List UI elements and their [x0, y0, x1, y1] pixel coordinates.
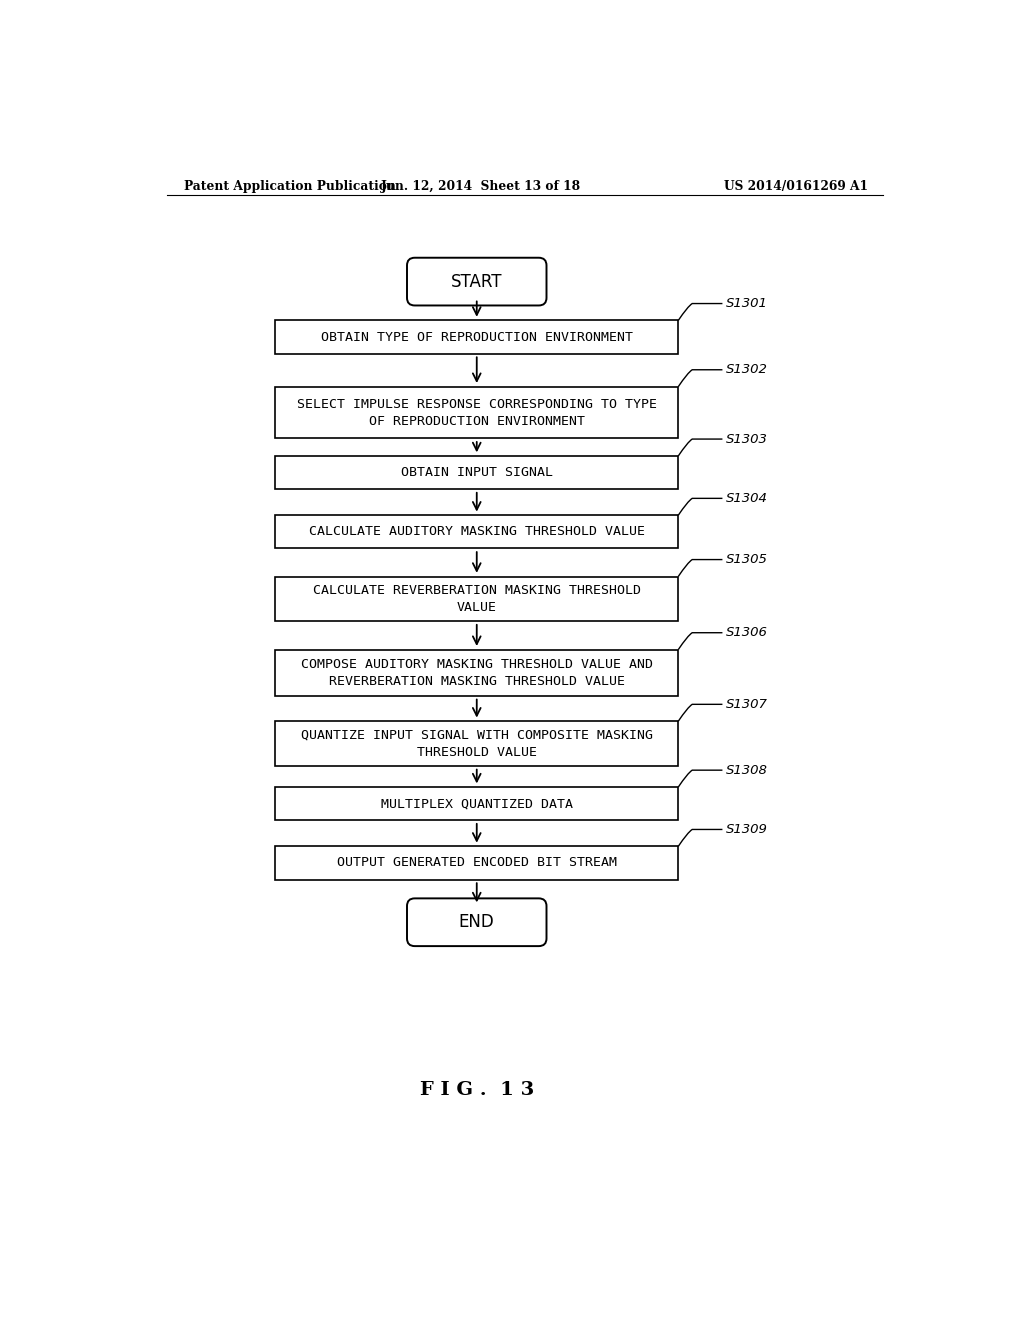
Text: OBTAIN TYPE OF REPRODUCTION ENVIRONMENT: OBTAIN TYPE OF REPRODUCTION ENVIRONMENT — [321, 330, 633, 343]
Text: CALCULATE AUDITORY MASKING THRESHOLD VALUE: CALCULATE AUDITORY MASKING THRESHOLD VAL… — [309, 525, 645, 539]
Bar — [275, 321, 678, 354]
FancyBboxPatch shape — [407, 899, 547, 946]
Text: SELECT IMPULSE RESPONSE CORRESPONDING TO TYPE
OF REPRODUCTION ENVIRONMENT: SELECT IMPULSE RESPONSE CORRESPONDING TO… — [297, 397, 656, 428]
Text: S1301: S1301 — [726, 297, 768, 310]
Text: S1302: S1302 — [726, 363, 768, 376]
Bar — [275, 787, 678, 820]
Text: S1306: S1306 — [726, 626, 768, 639]
Text: S1307: S1307 — [726, 698, 768, 711]
Text: START: START — [451, 273, 503, 290]
Text: S1308: S1308 — [726, 764, 768, 776]
Text: OUTPUT GENERATED ENCODED BIT STREAM: OUTPUT GENERATED ENCODED BIT STREAM — [337, 857, 616, 870]
Bar — [275, 846, 678, 879]
Text: F I G .  1 3: F I G . 1 3 — [420, 1081, 534, 1100]
Text: S1305: S1305 — [726, 553, 768, 566]
Text: S1309: S1309 — [726, 822, 768, 836]
Text: Jun. 12, 2014  Sheet 13 of 18: Jun. 12, 2014 Sheet 13 of 18 — [381, 180, 581, 193]
Bar — [275, 387, 678, 438]
Text: COMPOSE AUDITORY MASKING THRESHOLD VALUE AND
REVERBERATION MASKING THRESHOLD VAL: COMPOSE AUDITORY MASKING THRESHOLD VALUE… — [301, 657, 652, 688]
Text: MULTIPLEX QUANTIZED DATA: MULTIPLEX QUANTIZED DATA — [381, 797, 572, 810]
Bar — [275, 721, 678, 766]
FancyBboxPatch shape — [407, 257, 547, 305]
Bar — [275, 577, 678, 622]
Bar — [275, 515, 678, 548]
Text: US 2014/0161269 A1: US 2014/0161269 A1 — [724, 180, 868, 193]
Text: Patent Application Publication: Patent Application Publication — [183, 180, 395, 193]
Text: QUANTIZE INPUT SIGNAL WITH COMPOSITE MASKING
THRESHOLD VALUE: QUANTIZE INPUT SIGNAL WITH COMPOSITE MAS… — [301, 729, 652, 759]
Bar — [275, 649, 678, 696]
Text: OBTAIN INPUT SIGNAL: OBTAIN INPUT SIGNAL — [400, 466, 553, 479]
Text: S1303: S1303 — [726, 433, 768, 446]
Text: CALCULATE REVERBERATION MASKING THRESHOLD
VALUE: CALCULATE REVERBERATION MASKING THRESHOL… — [312, 583, 641, 614]
Text: S1304: S1304 — [726, 492, 768, 504]
Text: END: END — [459, 913, 495, 931]
Bar — [275, 455, 678, 490]
